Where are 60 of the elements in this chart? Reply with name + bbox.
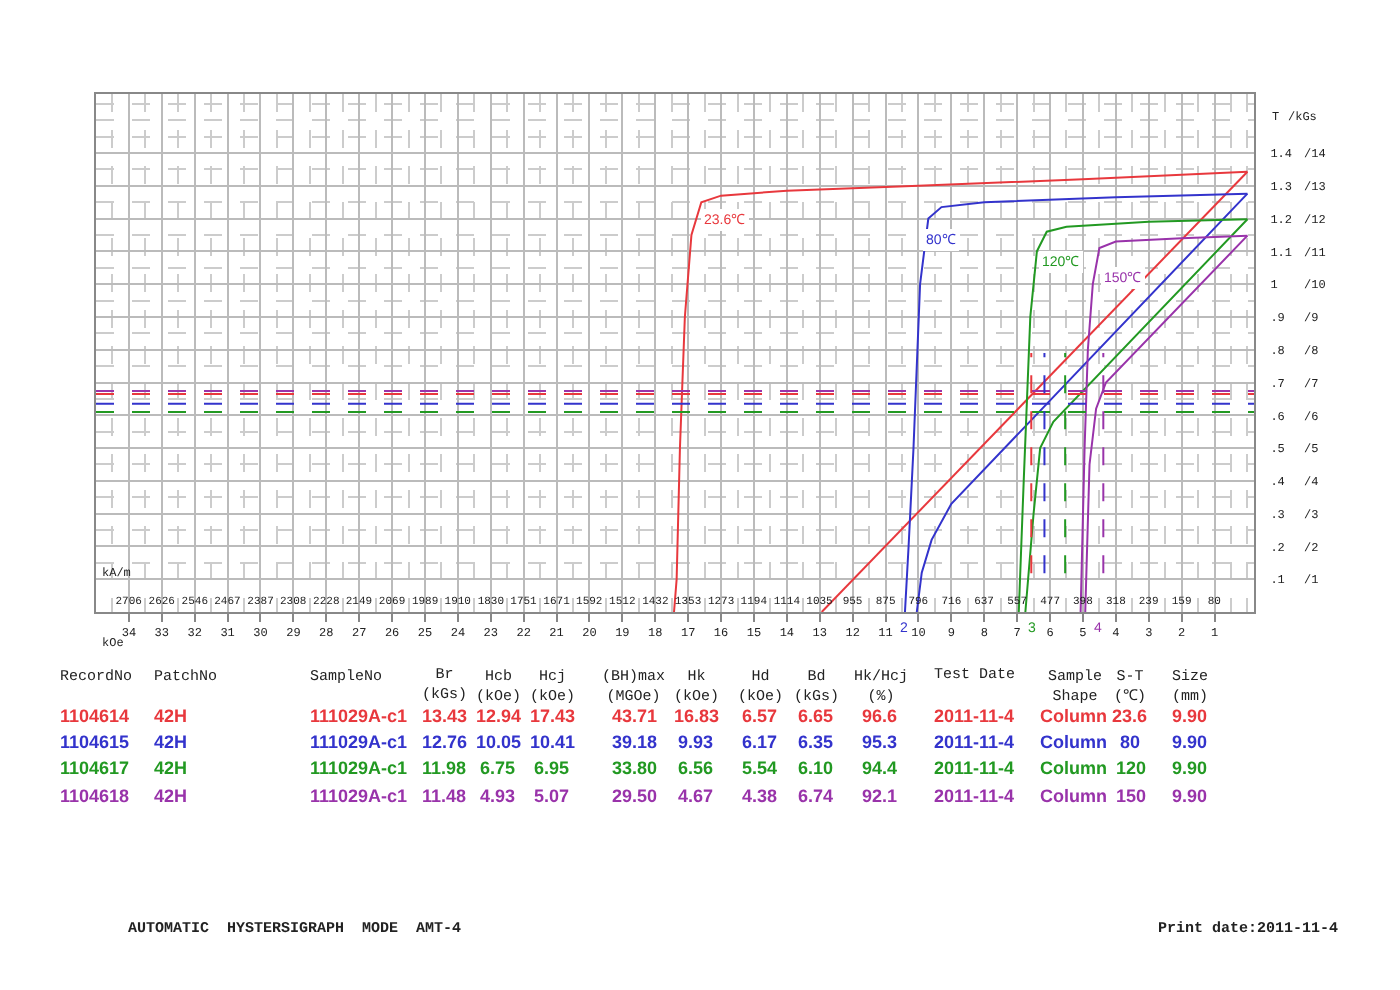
text: 11.48 bbox=[422, 786, 467, 806]
text: 80 bbox=[1120, 732, 1141, 752]
text: 9.90 bbox=[1172, 732, 1208, 752]
text: 4.67 bbox=[678, 786, 714, 806]
text: 92.1 bbox=[862, 786, 898, 806]
text: 150 bbox=[1116, 786, 1147, 806]
text: 29.50 bbox=[612, 786, 658, 806]
text: 2011-11-4 bbox=[934, 758, 1015, 778]
text: 111029A-c1 bbox=[310, 732, 408, 752]
text: 111029A-c1 bbox=[310, 706, 408, 726]
text: 6.65 bbox=[798, 706, 834, 726]
text: 111029A-c1 bbox=[310, 758, 408, 778]
text: 42H bbox=[154, 758, 188, 778]
text: 2011-11-4 bbox=[934, 706, 1015, 726]
text: 120 bbox=[1116, 758, 1147, 778]
text: 6.56 bbox=[678, 758, 714, 778]
text: 10.41 bbox=[530, 732, 576, 752]
text: 6.57 bbox=[742, 706, 778, 726]
text: 16.83 bbox=[674, 706, 720, 726]
text: 13.43 bbox=[422, 706, 468, 726]
text: 33.80 bbox=[612, 758, 658, 778]
text: 6.95 bbox=[534, 758, 570, 778]
text: 111029A-c1 bbox=[310, 786, 408, 806]
text: 9.93 bbox=[678, 732, 714, 752]
text: 12.94 bbox=[476, 706, 522, 726]
text: 39.18 bbox=[612, 732, 658, 752]
text: 11.98 bbox=[422, 758, 467, 778]
text: Column bbox=[1040, 758, 1107, 778]
text: 2011-11-4 bbox=[934, 732, 1015, 752]
text: 43.71 bbox=[612, 706, 658, 726]
text: Column bbox=[1040, 786, 1107, 806]
text: 9.90 bbox=[1172, 706, 1208, 726]
text: 6.10 bbox=[798, 758, 834, 778]
text: 6.35 bbox=[798, 732, 834, 752]
text: 95.3 bbox=[862, 732, 898, 752]
text: 9.90 bbox=[1172, 786, 1208, 806]
text: 94.4 bbox=[862, 758, 898, 778]
text: 4.93 bbox=[480, 786, 516, 806]
text: 96.6 bbox=[862, 706, 898, 726]
text: 6.74 bbox=[798, 786, 834, 806]
text: 42H bbox=[154, 786, 188, 806]
text: 6.75 bbox=[480, 758, 516, 778]
text: 42H bbox=[154, 732, 188, 752]
text: 5.07 bbox=[534, 786, 570, 806]
text: 4.38 bbox=[742, 786, 778, 806]
text: Column bbox=[1040, 732, 1107, 752]
text: 1104615 bbox=[60, 732, 130, 752]
text: 23.6 bbox=[1112, 706, 1148, 726]
text: 12.76 bbox=[422, 732, 468, 752]
text: 10.05 bbox=[476, 732, 522, 752]
text: 1104617 bbox=[60, 758, 130, 778]
text: 6.17 bbox=[742, 732, 778, 752]
text: 1104614 bbox=[60, 706, 130, 726]
text: 5.54 bbox=[742, 758, 778, 778]
text: 17.43 bbox=[530, 706, 576, 726]
text: Column bbox=[1040, 706, 1107, 726]
text: 42H bbox=[154, 706, 188, 726]
text: 9.90 bbox=[1172, 758, 1208, 778]
text: 2011-11-4 bbox=[934, 786, 1015, 806]
text: 1104618 bbox=[60, 786, 130, 806]
